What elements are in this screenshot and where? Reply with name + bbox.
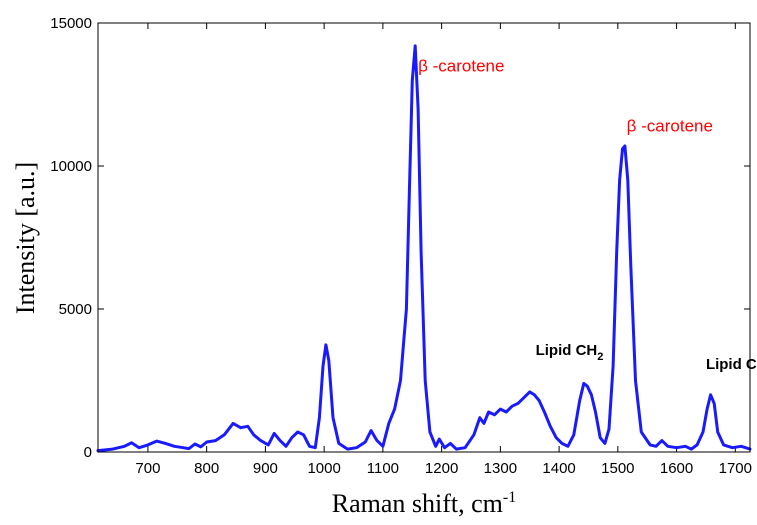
spectrum-line (96, 44, 752, 453)
annotation-subscript: 2 (597, 351, 603, 363)
plot-area (98, 23, 750, 452)
annotation-text: β -carotene (418, 57, 504, 76)
y-tick-label: 10000 (50, 158, 92, 175)
tick-label-group: 700 800 900 1000 1100 1200 1300 1400 1500 1600 170… (50, 15, 752, 477)
y-tick-label: 0 (84, 444, 92, 461)
annotation-label: Lipid CH2 (536, 342, 604, 363)
y-tick-label: 5000 (59, 301, 92, 318)
annotation-label: β -carotene (418, 57, 504, 76)
y-axis-title: Intensity [a.u.] (11, 162, 40, 314)
x-tick-label: 800 (194, 460, 219, 477)
x-axis-title: Raman shift, cm-1 (332, 489, 516, 518)
y-tick-label: 15000 (50, 15, 92, 32)
x-tick-label: 1500 (601, 460, 634, 477)
x-tick-label: 1600 (660, 460, 693, 477)
annotation-label: β -carotene (627, 117, 713, 136)
x-tick-label: 1100 (367, 460, 399, 477)
annotation-text: β -carotene (627, 117, 713, 136)
x-tick-label: 700 (135, 460, 160, 477)
annotation-text: Lipid CH (536, 342, 598, 359)
x-tick-label: 1700 (719, 460, 752, 477)
x-tick-label: 1000 (307, 460, 340, 477)
x-tick-label: 1400 (542, 460, 575, 477)
x-tick-label: 1200 (425, 460, 458, 477)
annotation-label: Lipid C=C (706, 356, 757, 373)
plot-frame (97, 22, 751, 453)
annotation-text: Lipid C=C (706, 356, 757, 373)
x-axis-title-superscript: -1 (503, 489, 516, 506)
annotation-group: β -carotene β -carotene Lipid CH2 Lipid C=C (418, 57, 757, 373)
x-tick-label: 1300 (484, 460, 517, 477)
x-tick-label: 900 (253, 460, 278, 477)
